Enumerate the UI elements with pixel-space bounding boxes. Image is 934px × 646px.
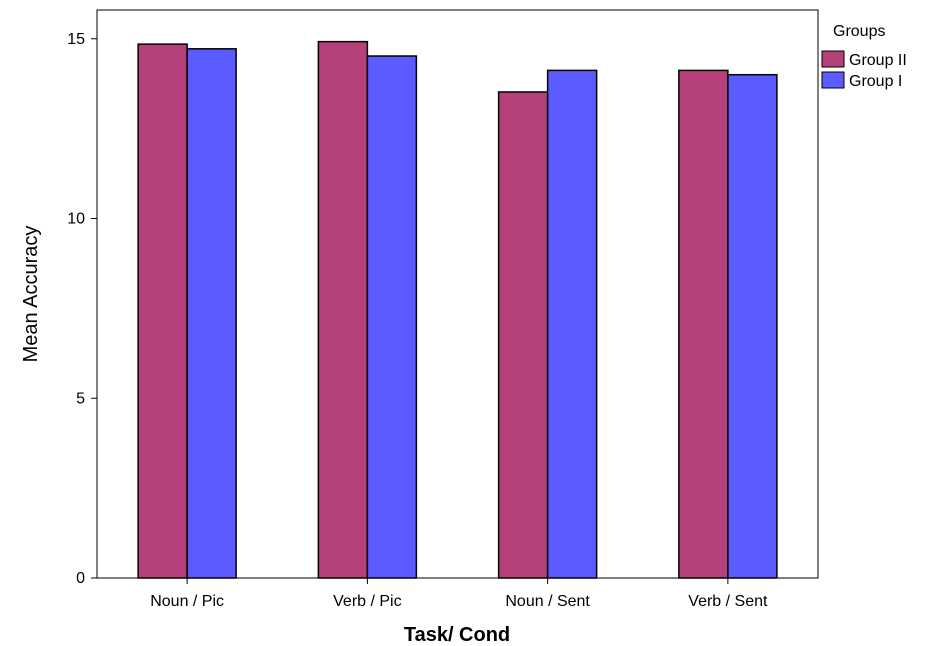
legend-label-group-i: Group I	[849, 73, 902, 90]
y-tick-label: 0	[76, 570, 85, 587]
legend-label-group-ii: Group II	[849, 52, 907, 69]
bar-group-i-0	[186, 48, 237, 579]
bar-group-i-2	[546, 69, 598, 579]
x-axis-title: Task/ Cond	[404, 624, 510, 646]
legend-title: Groups	[833, 23, 885, 40]
bar-group-ii-3	[678, 69, 729, 579]
x-tick-label: Verb / Sent	[688, 593, 768, 610]
bar-group-i-1	[366, 55, 418, 579]
y-tick-label: 10	[67, 211, 85, 228]
legend: Groups Group II Group I	[821, 23, 907, 90]
bar-group-ii-2	[497, 91, 549, 579]
x-tick-label: Noun / Pic	[150, 593, 224, 610]
bar-group-ii-1	[317, 40, 369, 579]
legend-swatch-group-ii	[821, 50, 845, 68]
bar-group-i-3	[727, 73, 778, 579]
y-tick-label: 15	[67, 31, 85, 48]
y-axis-title: Mean Accuracy	[20, 226, 42, 363]
y-tick-label: 5	[76, 390, 85, 407]
x-tick-label: Noun / Sent	[505, 593, 590, 610]
legend-swatch-group-i	[821, 71, 845, 89]
bar-group-ii-0	[137, 43, 188, 579]
x-tick-label: Verb / Pic	[333, 593, 401, 610]
